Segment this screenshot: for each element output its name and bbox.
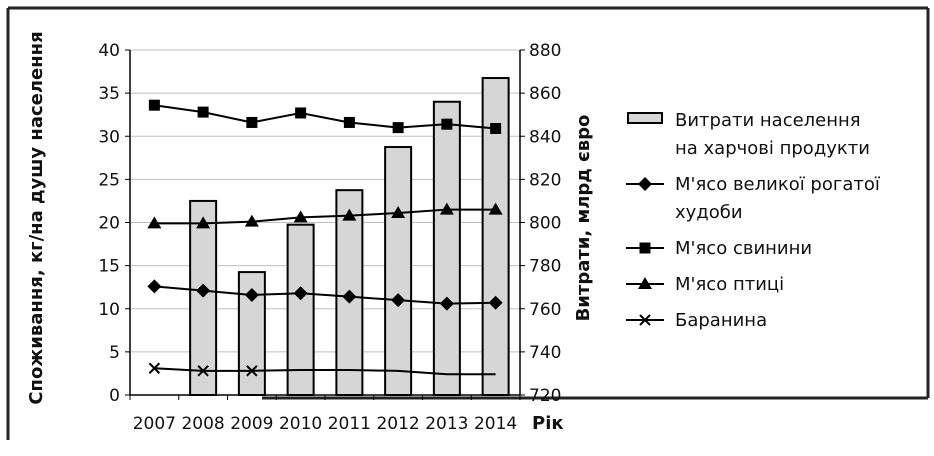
series-line-diamond <box>154 285 496 305</box>
legend-symbol-triangle <box>638 277 652 289</box>
y-left-tick-label: 10 <box>98 300 120 320</box>
x-tick-label: 2007 <box>133 414 176 434</box>
data-point-diamond <box>244 287 259 302</box>
legend-symbol-diamond <box>638 177 652 191</box>
data-point-diamond <box>196 283 211 298</box>
data-point-square <box>295 107 307 119</box>
bar-expenditure <box>432 100 461 396</box>
y-right-tick-label: 740 <box>529 343 561 363</box>
data-point-triangle <box>147 216 162 229</box>
x-tick-label: 2009 <box>230 414 273 434</box>
y-right-tick-label: 800 <box>529 214 561 234</box>
y-left-tick-label: 35 <box>98 84 120 104</box>
data-point-diamond <box>293 286 308 301</box>
bar-expenditure <box>189 199 218 396</box>
legend-label: Баранина <box>675 310 767 331</box>
x-tick-label: 2012 <box>376 414 419 434</box>
line-series-group <box>154 104 496 376</box>
y-left-tick-label: 25 <box>98 170 120 190</box>
figure-frame <box>6 6 930 440</box>
x-tick-label: 2013 <box>425 414 468 434</box>
x-tick-label: 2014 <box>474 414 517 434</box>
data-point-square <box>490 122 502 134</box>
x-tick-label: 2011 <box>328 414 371 434</box>
tick-labels: 0 5 10 15 20 25 30 35 40 720 740 760 780 800 820 840 860… <box>98 41 561 434</box>
data-point-x <box>197 365 209 377</box>
data-point-triangle <box>293 210 308 223</box>
legend-label: худоби <box>675 202 743 223</box>
legend-symbol-square <box>639 242 651 254</box>
y-left-tick-label: 5 <box>109 343 120 363</box>
data-point-square <box>441 118 453 130</box>
y-left-tick-label: 20 <box>98 214 120 234</box>
data-point-diamond <box>391 293 406 308</box>
data-point-square <box>197 106 209 118</box>
data-point-x <box>246 365 258 377</box>
data-point-diamond <box>147 279 162 294</box>
y-left-tick-label: 30 <box>98 127 120 147</box>
y-right-tick-label: 860 <box>529 84 561 104</box>
data-point-triangle <box>244 214 259 227</box>
x-tick-label: 2008 <box>181 414 224 434</box>
legend-label: Витрати населення <box>675 110 861 131</box>
legend-label: М'ясо великої рогатої <box>675 174 881 195</box>
plot-axes <box>125 49 525 400</box>
data-point-square <box>392 122 404 134</box>
data-point-triangle <box>342 208 357 221</box>
bar-expenditure <box>384 146 413 396</box>
data-point-square <box>148 99 160 111</box>
y-axis-right-title: Витрати, млрд євро <box>573 115 594 322</box>
series-line-square <box>154 104 496 130</box>
legend: Витрати населення на харчові продукти М'яс… <box>626 110 881 331</box>
x-axis-title: Рік <box>532 413 564 434</box>
legend-symbol-x <box>639 314 651 326</box>
y-right-tick-label: 880 <box>529 41 561 61</box>
y-right-tick-label: 840 <box>529 127 561 147</box>
y-right-tick-label: 780 <box>529 257 561 277</box>
data-point-triangle <box>196 216 211 229</box>
data-point-triangle <box>391 206 406 219</box>
legend-symbol-bar <box>627 112 663 124</box>
data-point-triangle <box>439 202 454 215</box>
y-right-tick-label: 720 <box>529 386 561 406</box>
data-point-square <box>246 116 258 128</box>
x-tick-label: 2010 <box>279 414 322 434</box>
series-line-x <box>154 367 496 376</box>
data-point-diamond <box>488 295 503 310</box>
y-right-tick-label: 820 <box>529 170 561 190</box>
data-point-diamond <box>342 289 357 304</box>
bar-expenditure <box>286 223 315 396</box>
legend-label: М'ясо птиці <box>675 274 784 295</box>
data-point-square <box>343 116 355 128</box>
data-point-triangle <box>488 202 503 215</box>
data-point-x <box>148 362 161 374</box>
y-axis-left-title: Споживання, кг/на душу населення <box>26 31 47 404</box>
legend-label: М'ясо свинини <box>675 238 812 259</box>
y-left-tick-label: 0 <box>109 386 120 406</box>
y-left-tick-label: 40 <box>98 41 120 61</box>
y-right-tick-label: 760 <box>529 300 561 320</box>
data-point-diamond <box>439 296 454 311</box>
legend-label: на харчові продукти <box>675 138 870 159</box>
y-left-tick-label: 15 <box>98 257 120 277</box>
series-line-triangle <box>154 208 496 225</box>
marker-group <box>147 99 503 377</box>
